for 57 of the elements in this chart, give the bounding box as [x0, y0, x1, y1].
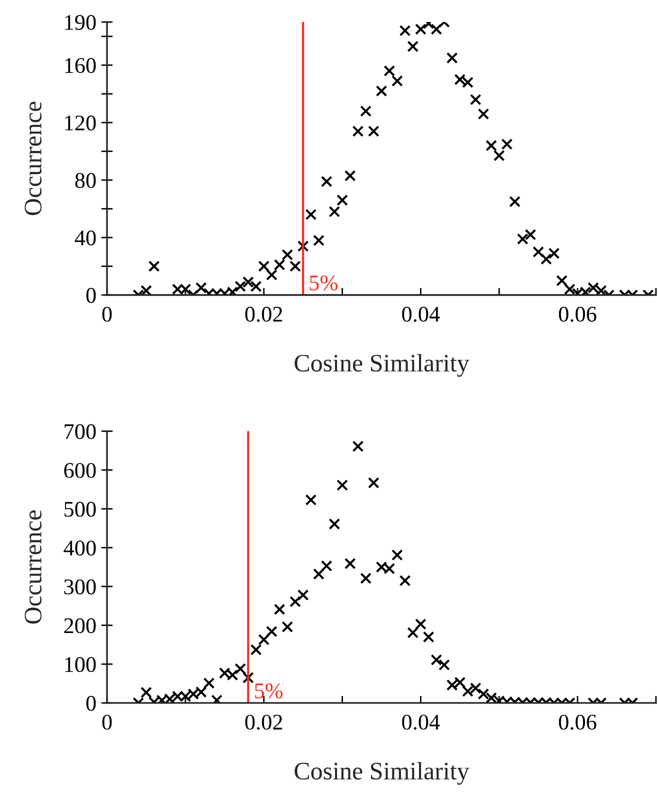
y-tick-label: 160	[65, 58, 96, 74]
y-tick-label: 190	[65, 14, 96, 30]
point	[368, 477, 380, 489]
point	[140, 686, 152, 698]
point	[336, 479, 348, 491]
point	[344, 558, 356, 570]
point	[422, 631, 434, 643]
annotation: 5%	[255, 683, 283, 698]
point	[320, 560, 332, 572]
x-tick-label: 0.04	[402, 306, 440, 322]
y-tick-label: 0	[86, 696, 96, 711]
point	[430, 654, 442, 666]
y-tick-label: 0	[86, 288, 96, 303]
point	[297, 589, 309, 601]
y-tick-label: 80	[75, 172, 96, 188]
point	[250, 644, 262, 656]
point	[391, 549, 403, 561]
point	[290, 596, 301, 608]
y-tick-label: 700	[64, 424, 96, 440]
point	[282, 621, 294, 633]
y-axis-title: Occurrence	[24, 510, 42, 624]
point	[360, 572, 372, 584]
point	[242, 672, 254, 684]
point	[274, 604, 286, 616]
x-tick-label: 0.06	[558, 714, 596, 730]
x-axis-title: Cosine Similarity	[294, 762, 470, 785]
point	[203, 677, 215, 689]
point	[313, 568, 324, 580]
point	[266, 626, 278, 638]
point	[328, 518, 340, 530]
x-tick-label: 0	[102, 306, 112, 322]
point	[407, 626, 419, 638]
x-tick-label: 0.02	[245, 306, 282, 322]
point	[415, 618, 426, 630]
y-tick-label: 100	[65, 657, 96, 672]
x-tick-label: 0.06	[558, 306, 596, 322]
y-tick-label: 400	[64, 540, 96, 556]
point	[438, 659, 450, 671]
point	[258, 634, 270, 646]
y-tick-label: 500	[64, 502, 96, 517]
x-tick-label: 0.02	[245, 714, 282, 730]
y-tick-label: 120	[65, 116, 96, 131]
point	[234, 663, 246, 674]
y-tick-label: 200	[64, 618, 96, 634]
point	[478, 688, 490, 700]
y-tick-label: 40	[74, 230, 96, 246]
point	[305, 494, 317, 506]
point	[352, 440, 364, 452]
point	[211, 694, 223, 703]
annotation: 5%	[310, 275, 338, 291]
point	[399, 574, 411, 586]
x-tick-label: 0.04	[402, 714, 440, 730]
x-axis-title: Cosine Similarity	[294, 354, 470, 377]
x-tick-label: 0	[102, 714, 112, 730]
y-tick-label: 300	[64, 579, 96, 594]
y-tick-label: 600	[64, 462, 96, 478]
y-axis-title: Occurrence	[24, 102, 42, 216]
